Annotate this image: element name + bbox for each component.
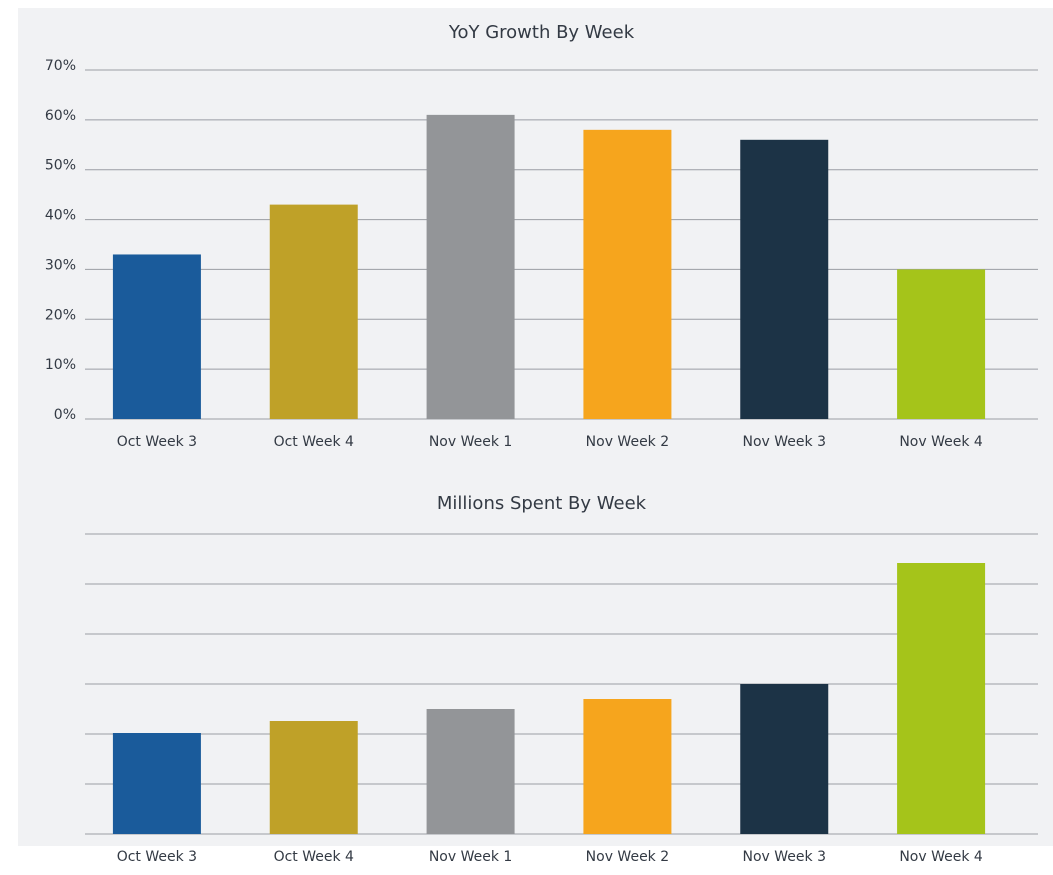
bar — [583, 699, 672, 834]
y-tick-label: 30% — [45, 257, 76, 273]
x-tick-label: Nov Week 1 — [429, 434, 513, 450]
x-tick-label: Nov Week 3 — [743, 849, 827, 865]
x-tick-label: Oct Week 3 — [117, 849, 197, 865]
bar — [269, 721, 358, 834]
chart-title: Millions Spent By Week — [437, 493, 647, 514]
y-tick-label: 60% — [45, 108, 76, 124]
bar — [269, 204, 358, 419]
bar — [583, 129, 672, 420]
x-tick-label: Oct Week 4 — [274, 849, 354, 865]
bar — [740, 139, 829, 420]
chart-title: YoY Growth By Week — [448, 22, 635, 43]
x-tick-label: Oct Week 3 — [117, 434, 197, 450]
y-tick-label: 70% — [45, 58, 76, 74]
y-tick-label: 0% — [54, 407, 76, 423]
bar — [740, 684, 829, 834]
x-tick-label: Oct Week 4 — [274, 434, 354, 450]
bar — [426, 709, 515, 834]
chart-background — [18, 8, 1053, 846]
y-tick-label: 10% — [45, 357, 76, 373]
x-tick-label: Nov Week 1 — [429, 849, 513, 865]
y-tick-label: 20% — [45, 307, 76, 323]
bar — [897, 563, 986, 834]
y-tick-label: 50% — [45, 158, 76, 174]
x-tick-label: Nov Week 2 — [586, 434, 670, 450]
x-tick-label: Nov Week 4 — [899, 849, 983, 865]
x-tick-label: Nov Week 2 — [586, 849, 670, 865]
bar — [897, 269, 986, 419]
x-tick-label: Nov Week 4 — [899, 434, 983, 450]
y-tick-label: 40% — [45, 208, 76, 224]
bar — [112, 254, 201, 419]
x-tick-label: Nov Week 3 — [743, 434, 827, 450]
bar — [426, 114, 515, 419]
bar — [112, 733, 201, 834]
